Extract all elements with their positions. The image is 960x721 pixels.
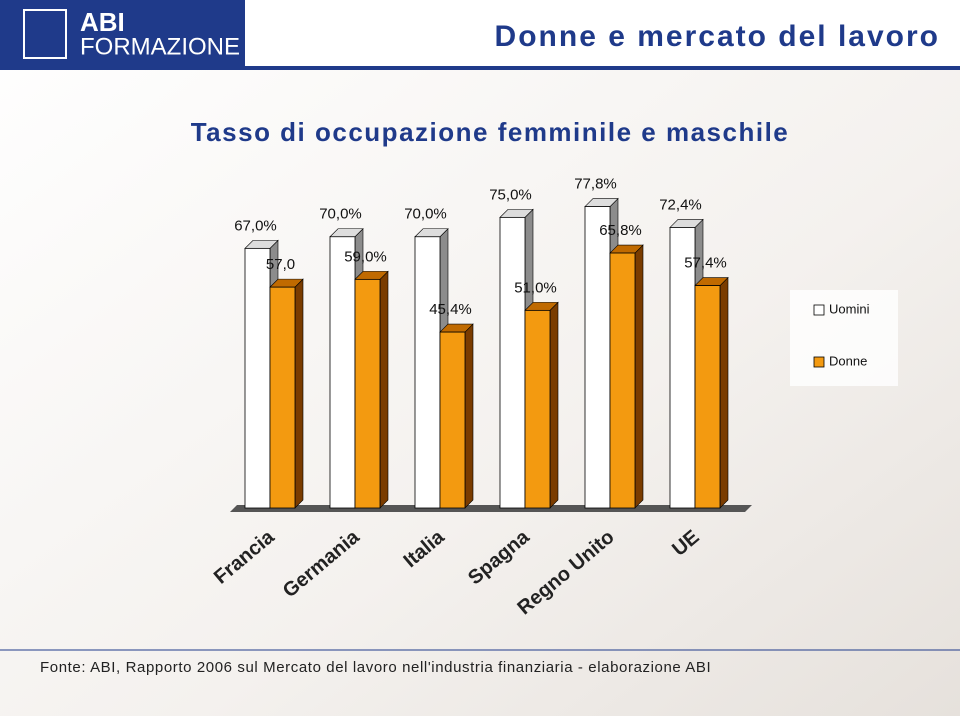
legend-box (790, 290, 898, 386)
legend-swatch (813, 304, 825, 316)
value-label: 65,8% (599, 222, 642, 239)
bar-side (719, 276, 729, 509)
chart-title: Tasso di occupazione femminile e maschil… (191, 117, 790, 147)
bar (609, 252, 636, 509)
value-label: 75,0% (489, 186, 532, 203)
legend-label: Donne (829, 353, 867, 368)
bar (669, 227, 696, 509)
value-label: 51,0% (514, 279, 557, 296)
bar (584, 206, 611, 509)
bar (354, 278, 381, 509)
bar-side (549, 301, 559, 509)
value-label: 57,0 (266, 256, 295, 273)
value-label: 77,8% (574, 175, 617, 192)
value-label: 72,4% (659, 196, 702, 213)
bar (524, 309, 551, 509)
logo-bottom: FORMAZIONE (80, 33, 240, 60)
logo-top: ABI (80, 7, 125, 37)
bar (414, 236, 441, 509)
bar-side (379, 270, 389, 509)
header-title: Donne e mercato del lavoro (495, 20, 940, 53)
footer-source: Fonte: ABI, Rapporto 2006 sul Mercato de… (40, 659, 711, 676)
bar-side (294, 278, 304, 509)
header-rule (0, 66, 960, 70)
bar (269, 286, 296, 509)
value-label: 70,0% (319, 206, 362, 223)
logo-mark (23, 9, 67, 59)
bar (439, 331, 466, 509)
bar (499, 216, 526, 509)
bar (329, 236, 356, 509)
bar (694, 285, 721, 509)
bar-side (464, 323, 474, 509)
value-label: 59,0% (344, 248, 387, 265)
legend-swatch (813, 356, 825, 368)
value-label: 67,0% (234, 217, 277, 234)
logo-box (0, 0, 245, 68)
bar (244, 247, 271, 509)
bar-side (634, 244, 644, 509)
legend-label: Uomini (829, 301, 870, 316)
value-label: 70,0% (404, 206, 447, 223)
value-label: 45,4% (429, 301, 472, 318)
value-label: 57,4% (684, 255, 727, 272)
